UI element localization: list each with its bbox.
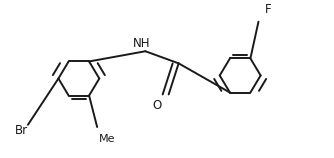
Text: Br: Br [15, 124, 28, 137]
Text: O: O [152, 99, 162, 112]
Text: Me: Me [99, 134, 115, 144]
Text: NH: NH [133, 37, 151, 50]
Text: F: F [265, 3, 272, 16]
